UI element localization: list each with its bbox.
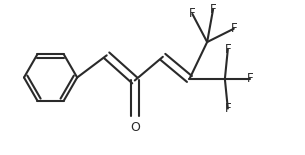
Text: F: F — [224, 43, 231, 56]
Text: O: O — [130, 121, 140, 134]
Text: F: F — [189, 7, 196, 20]
Text: F: F — [247, 73, 253, 85]
Text: F: F — [230, 22, 237, 35]
Text: F: F — [210, 3, 216, 16]
Text: F: F — [224, 102, 231, 115]
